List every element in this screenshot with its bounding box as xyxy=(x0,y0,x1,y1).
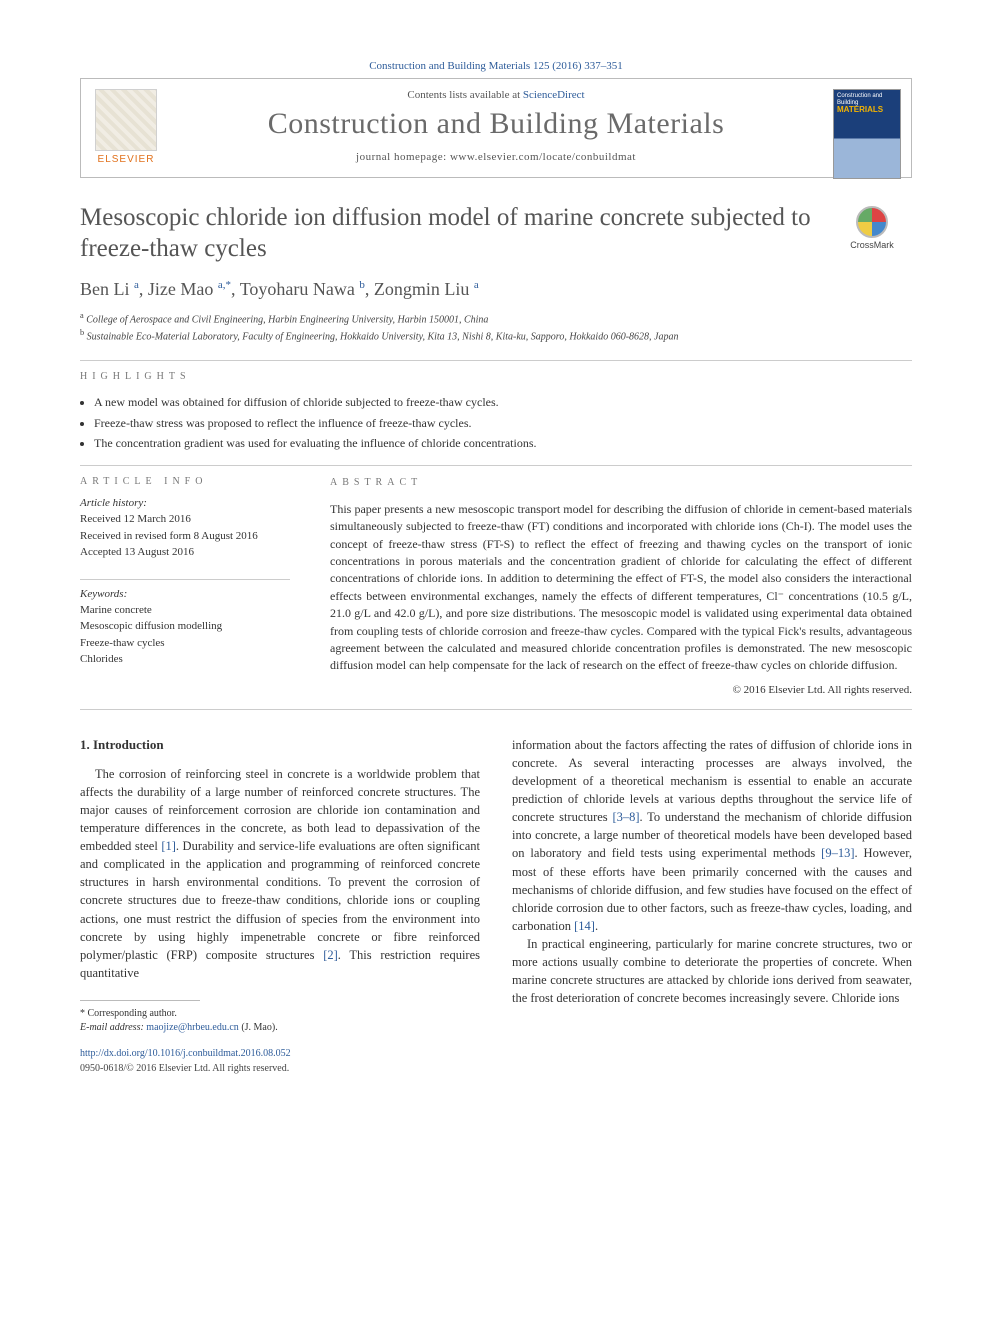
corr-author-label: * Corresponding author. xyxy=(80,1007,480,1021)
highlight-item: Freeze-thaw stress was proposed to refle… xyxy=(94,413,912,433)
journal-name: Construction and Building Materials xyxy=(95,107,897,141)
affiliations: a College of Aerospace and Civil Enginee… xyxy=(80,310,912,345)
homepage-url[interactable]: www.elsevier.com/locate/conbuildmat xyxy=(450,151,636,163)
rule-below-abstract xyxy=(80,709,912,710)
cover-line1: Construction and Building xyxy=(837,93,882,106)
journal-masthead: ELSEVIER Construction and Building MATER… xyxy=(80,78,912,178)
highlights-block: A new model was obtained for diffusion o… xyxy=(80,392,912,453)
body-p3: In practical engineering, particularly f… xyxy=(512,935,912,1008)
history-lines: Received 12 March 2016Received in revise… xyxy=(80,511,290,561)
running-header: Construction and Building Materials 125 … xyxy=(80,60,912,72)
highlights-heading: HIGHLIGHTS xyxy=(80,371,912,382)
article-info-column: ARTICLE INFO Article history: Received 1… xyxy=(80,476,290,698)
section-1-heading: 1. Introduction xyxy=(80,736,480,755)
contents-prefix: Contents lists available at xyxy=(407,89,522,101)
highlight-item: The concentration gradient was used for … xyxy=(94,433,912,453)
body-p2: information about the factors affecting … xyxy=(512,736,912,935)
rule-above-highlights xyxy=(80,360,912,361)
crossmark-icon xyxy=(856,206,888,238)
doi-line: http://dx.doi.org/10.1016/j.conbuildmat.… xyxy=(80,1047,480,1062)
body-p1: The corrosion of reinforcing steel in co… xyxy=(80,765,480,983)
homepage-label: journal homepage: xyxy=(356,151,450,163)
authors-line: Ben Li a, Jize Mao a,*, Toyoharu Nawa b,… xyxy=(80,279,912,300)
history-heading: Article history: xyxy=(80,497,290,509)
keywords-lines: Marine concreteMesoscopic diffusion mode… xyxy=(80,602,290,668)
rule-above-info xyxy=(80,465,912,466)
doi-link[interactable]: http://dx.doi.org/10.1016/j.conbuildmat.… xyxy=(80,1048,291,1059)
article-title: Mesoscopic chloride ion diffusion model … xyxy=(80,202,912,265)
publisher-logo: ELSEVIER xyxy=(91,89,161,165)
highlights-list: A new model was obtained for diffusion o… xyxy=(80,392,912,453)
crossmark-badge[interactable]: CrossMark xyxy=(832,206,912,250)
issn-line: 0950-0618/© 2016 Elsevier Ltd. All right… xyxy=(80,1062,480,1077)
cover-line2: MATERIALS xyxy=(837,105,883,114)
abstract-column: ABSTRACT This paper presents a new mesos… xyxy=(330,476,912,698)
info-abstract-row: ARTICLE INFO Article history: Received 1… xyxy=(80,476,912,698)
highlight-item: A new model was obtained for diffusion o… xyxy=(94,392,912,412)
sciencedirect-link[interactable]: ScienceDirect xyxy=(523,89,585,101)
journal-homepage-line: journal homepage: www.elsevier.com/locat… xyxy=(95,151,897,163)
email-label: E-mail address: xyxy=(80,1022,146,1033)
abstract-copyright: © 2016 Elsevier Ltd. All rights reserved… xyxy=(330,683,912,699)
article-info-heading: ARTICLE INFO xyxy=(80,476,290,487)
elsevier-tree-icon xyxy=(95,89,157,151)
publisher-name: ELSEVIER xyxy=(91,154,161,165)
keywords-heading: Keywords: xyxy=(80,588,290,600)
abstract-text: This paper presents a new mesoscopic tra… xyxy=(330,501,912,675)
corresponding-author-footnote: * Corresponding author. E-mail address: … xyxy=(80,1007,480,1035)
page-root: Construction and Building Materials 125 … xyxy=(0,0,992,1116)
contents-line: Contents lists available at ScienceDirec… xyxy=(95,89,897,101)
journal-cover-thumb: Construction and Building MATERIALS xyxy=(833,89,901,179)
crossmark-label: CrossMark xyxy=(832,240,912,250)
footnote-separator xyxy=(80,1000,200,1001)
body-two-columns: 1. Introduction The corrosion of reinfor… xyxy=(80,736,912,1076)
abstract-heading: ABSTRACT xyxy=(330,476,912,491)
corr-author-email[interactable]: maojize@hrbeu.edu.cn xyxy=(146,1022,239,1033)
email-who: (J. Mao). xyxy=(239,1022,278,1033)
rule-in-info xyxy=(80,579,290,580)
